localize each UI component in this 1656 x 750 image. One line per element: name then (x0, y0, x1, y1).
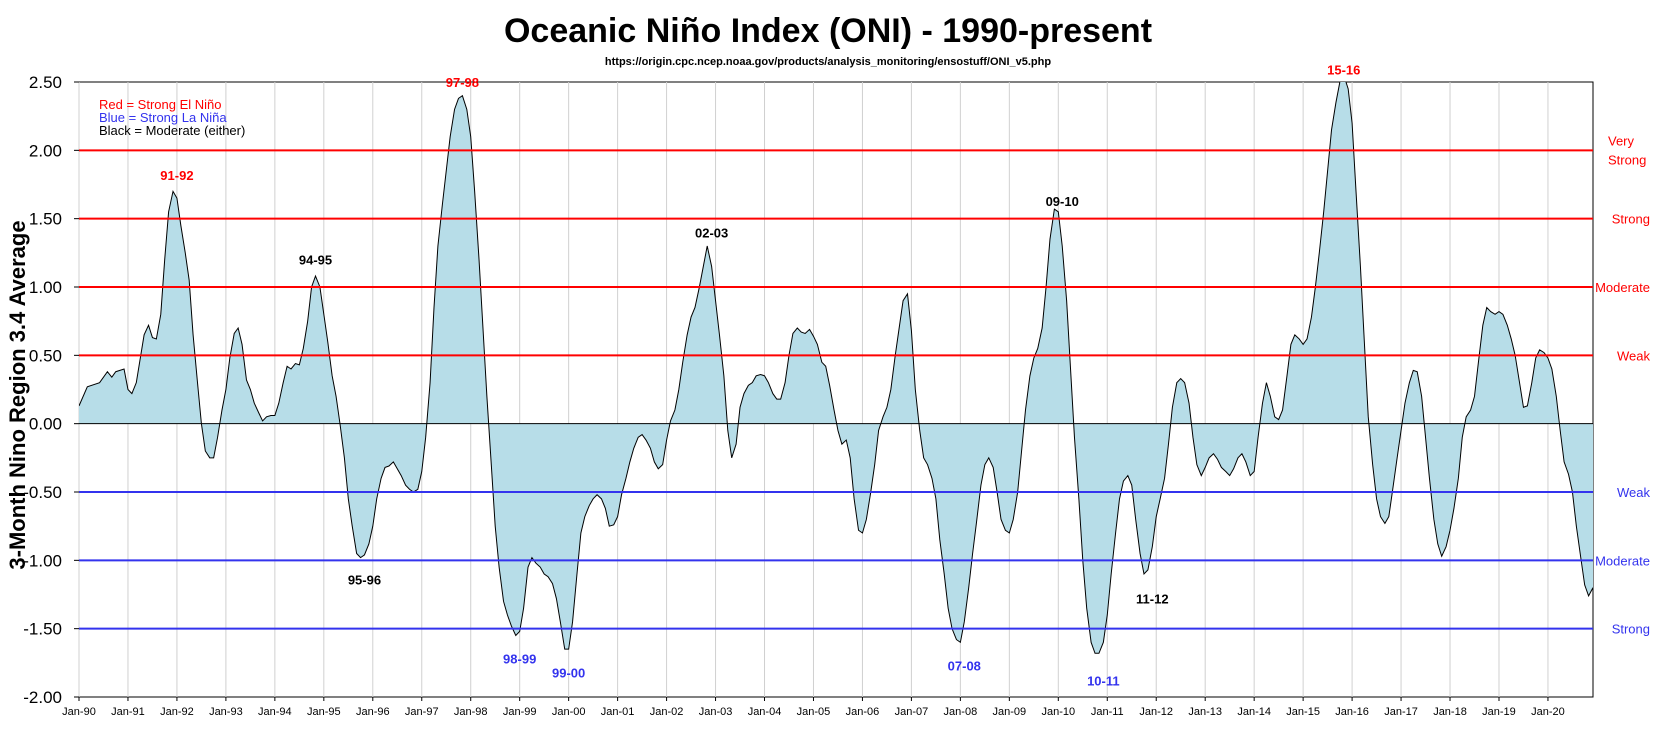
x-tick-label: Jan-99 (503, 706, 537, 718)
x-tick-label: Jan-12 (1139, 706, 1173, 718)
x-tick-label: Jan-10 (1041, 706, 1075, 718)
y-tick-label: 2.50 (29, 73, 62, 92)
event-label: 07-08 (948, 659, 981, 674)
threshold-label: Strong (1612, 622, 1650, 637)
y-tick-label: 1.00 (29, 278, 62, 297)
x-tick-label: Jan-20 (1531, 706, 1565, 718)
event-label: 15-16 (1327, 63, 1360, 78)
event-annotations: 91-92 94-95 95-96 97-98 98-99 99-00 02-03 07-08… (160, 63, 1360, 689)
threshold-label: Very Strong (1608, 133, 1646, 167)
x-tick-label: Jan-94 (258, 706, 292, 718)
x-tick-label: Jan-07 (895, 706, 929, 718)
y-tick-label: -2.00 (23, 688, 62, 707)
x-tick-label: Jan-98 (454, 706, 488, 718)
threshold-label: Strong (1612, 212, 1650, 227)
x-tick-label: Jan-17 (1384, 706, 1418, 718)
x-tick-label: Jan-91 (111, 706, 145, 718)
event-label: 02-03 (695, 225, 728, 240)
y-tick-label: -0.50 (23, 483, 62, 502)
threshold-label: Weak (1617, 348, 1650, 363)
x-tick-label: Jan-90 (62, 706, 96, 718)
x-tick-label: Jan-97 (405, 706, 439, 718)
event-label: 98-99 (503, 652, 536, 667)
x-tick-label: Jan-09 (993, 706, 1027, 718)
x-tick-label: Jan-04 (748, 706, 782, 718)
y-tick-label: 2.00 (29, 141, 62, 160)
x-tick-label: Jan-08 (944, 706, 978, 718)
x-tick-label: Jan-00 (552, 706, 586, 718)
x-tick-label: Jan-11 (1091, 706, 1124, 718)
threshold-label-part: Very (1608, 133, 1635, 148)
event-label: 95-96 (348, 572, 381, 587)
legend: Red = Strong El Niño Blue = Strong La Ni… (99, 98, 245, 137)
y-tick-label: 0.50 (29, 346, 62, 365)
threshold-lines: Very Strong Strong Moderate Weak Weak Moderate… (79, 133, 1650, 637)
x-tick-label: Jan-16 (1335, 706, 1369, 718)
event-label: 10-11 (1087, 674, 1120, 689)
x-tick-label: Jan-06 (846, 706, 880, 718)
y-tick-label: 1.50 (29, 210, 62, 229)
threshold-label-part: Strong (1608, 152, 1646, 167)
event-label: 11-12 (1136, 592, 1169, 607)
oni-series (79, 82, 1593, 654)
event-label: 97-98 (446, 75, 479, 90)
x-tick-label: Jan-15 (1286, 706, 1320, 718)
y-tick-label: -1.00 (23, 551, 62, 570)
x-tick-label: Jan-96 (356, 706, 390, 718)
event-label: 99-00 (552, 665, 585, 680)
oni-area-fill (79, 82, 1593, 654)
legend-red: Red = Strong El Niño (99, 97, 222, 112)
x-tick-label: Jan-18 (1433, 706, 1467, 718)
x-tick-label: Jan-95 (307, 706, 341, 718)
event-label: 09-10 (1046, 194, 1079, 209)
legend-blue: Blue = Strong La Niña (99, 110, 227, 125)
threshold-label: Moderate (1595, 553, 1650, 568)
x-tick-label: Jan-93 (209, 706, 243, 718)
legend-black: Black = Moderate (either) (99, 123, 246, 138)
x-tick-label: Jan-14 (1237, 706, 1271, 718)
x-tick-label: Jan-19 (1482, 706, 1516, 718)
event-label: 91-92 (160, 168, 193, 183)
threshold-label: Weak (1617, 485, 1650, 500)
y-tick-label: 0.00 (29, 415, 62, 434)
y-tick-label: -1.50 (23, 620, 62, 639)
event-label: 94-95 (299, 253, 332, 268)
x-tick-label: Jan-01 (601, 706, 635, 718)
chart-subtitle: https://origin.cpc.ncep.noaa.gov/product… (604, 56, 1052, 68)
x-tick-label: Jan-03 (699, 706, 733, 718)
chart-title: Oceanic Niño Index (ONI) - 1990-present (503, 12, 1153, 50)
oni-line (79, 82, 1593, 654)
x-tick-label: Jan-02 (650, 706, 684, 718)
x-tick-label: Jan-13 (1188, 706, 1222, 718)
x-tick-label: Jan-92 (160, 706, 194, 718)
x-tick-label: Jan-05 (797, 706, 831, 718)
axes: 2.50 2.00 1.50 1.00 0.50 0.00 -0.50 -1.00 -1.50 -… (23, 73, 1565, 718)
threshold-label: Moderate (1595, 280, 1650, 295)
